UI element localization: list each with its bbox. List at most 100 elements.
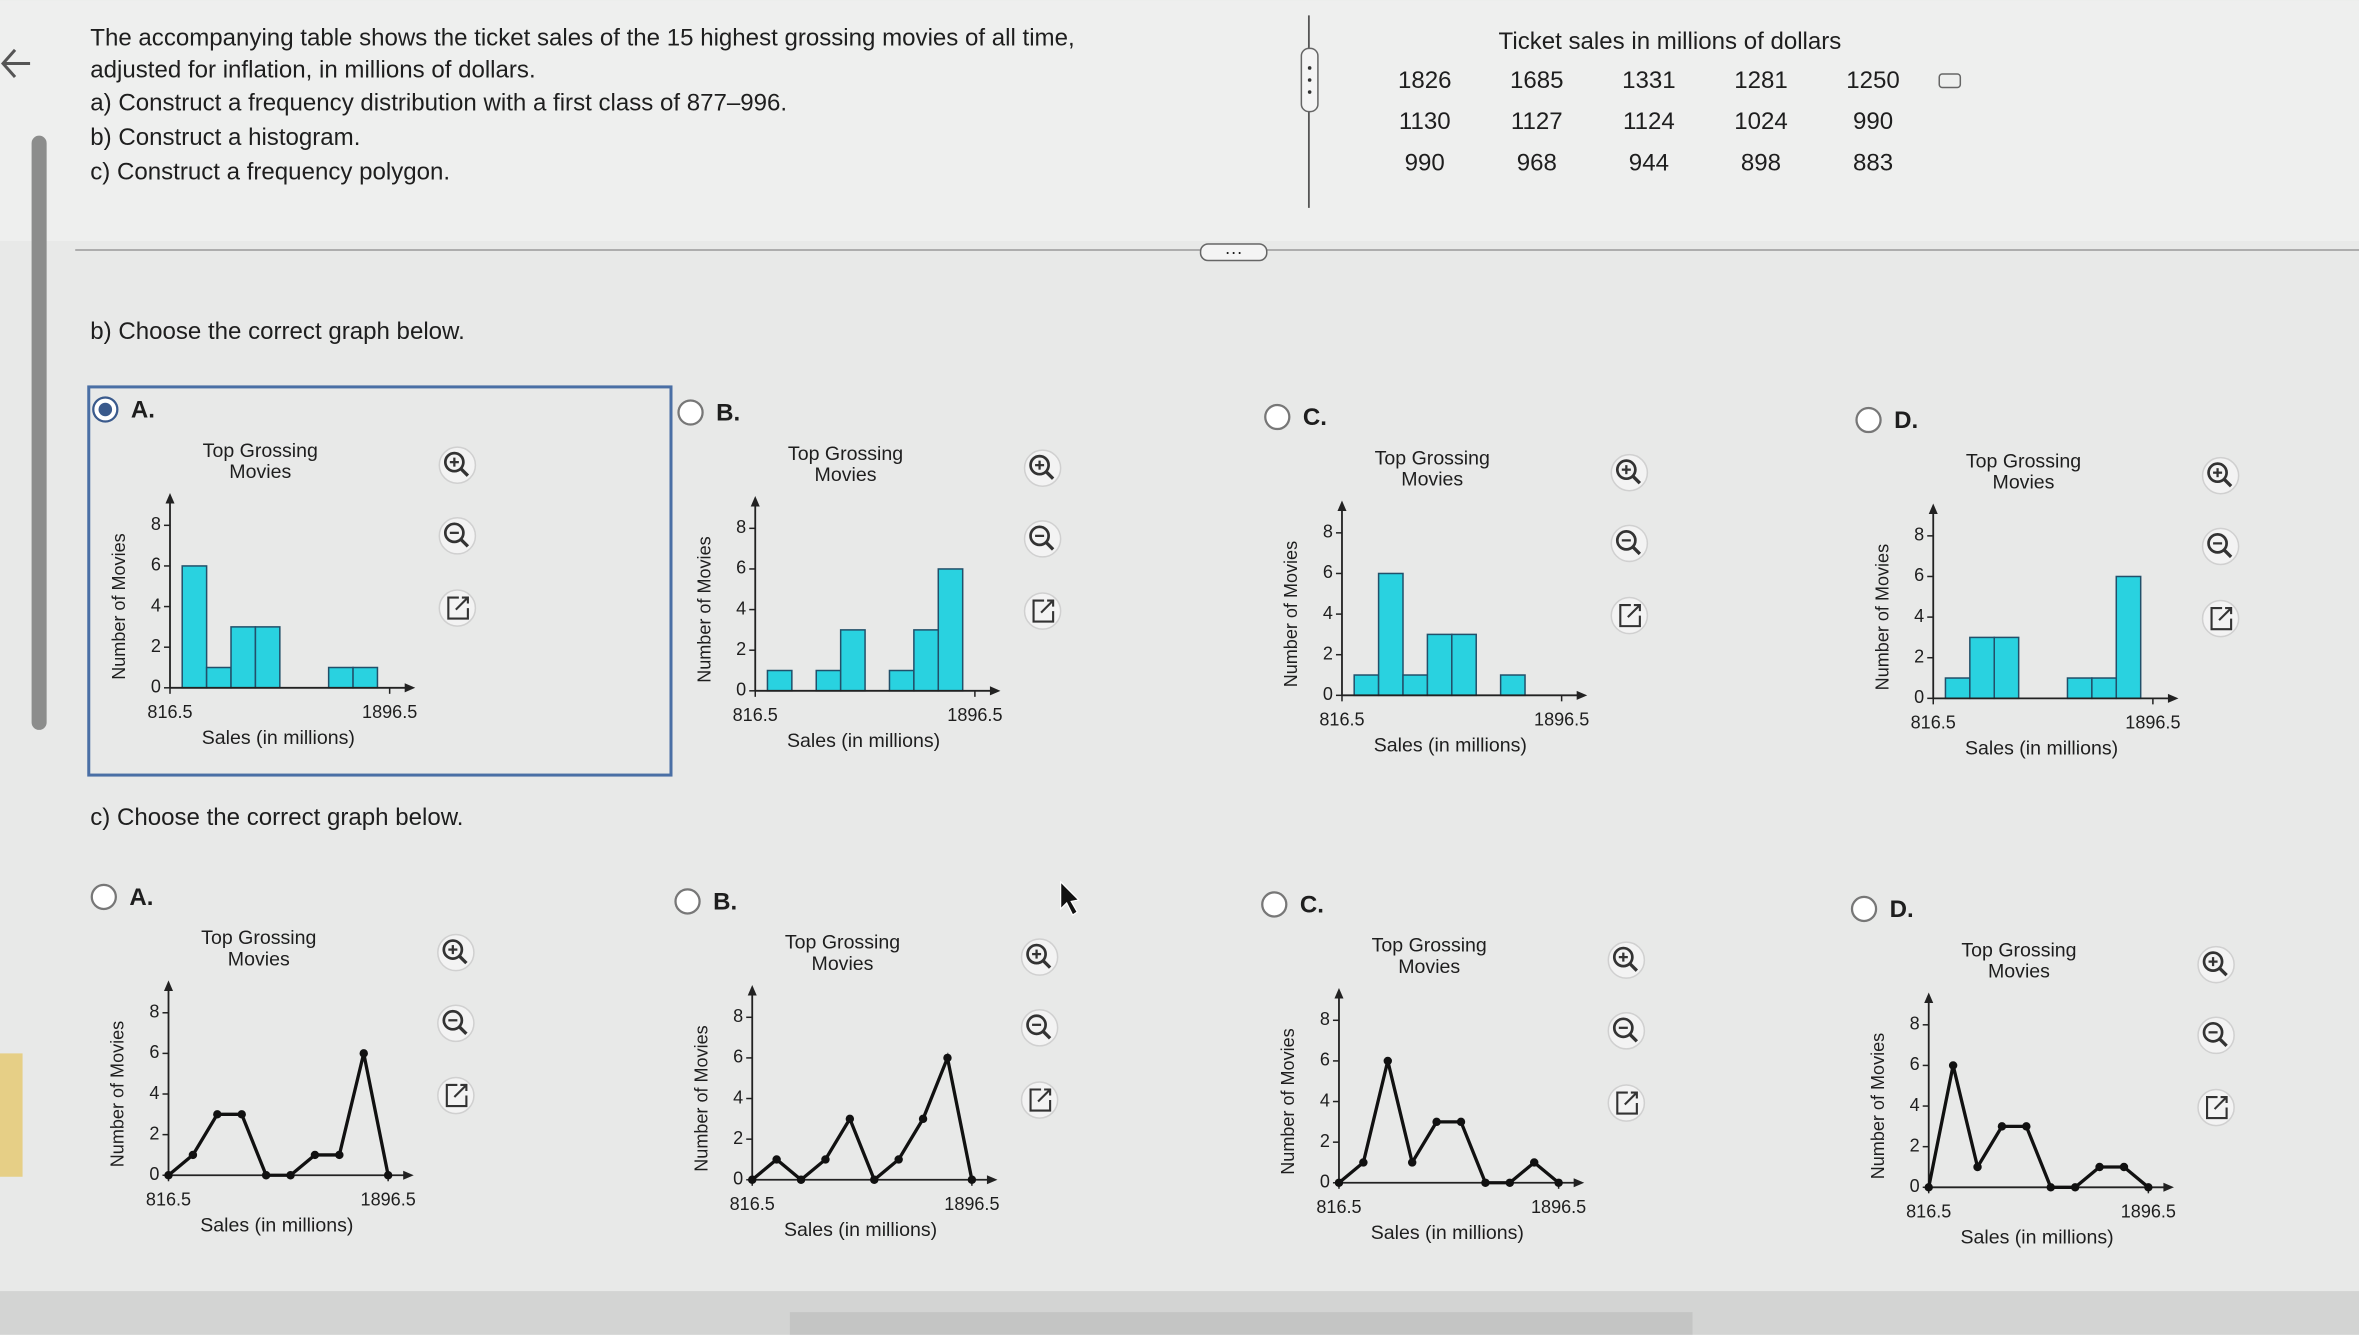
bar [815, 669, 842, 692]
y-tick-label: 4 [736, 598, 746, 618]
polygon-point [1554, 1178, 1563, 1187]
table-cell: 898 [1741, 150, 1781, 177]
x-axis-label: Sales (in millions) [1960, 1227, 2113, 1249]
y-tick-label: 6 [1320, 1050, 1330, 1070]
polygon-point [2119, 1162, 2129, 1172]
polygon-point [967, 1175, 977, 1184]
x-tick-label: 816.5 [1906, 1202, 1951, 1222]
x-axis-label: Sales (in millions) [202, 727, 355, 749]
x-arrow [989, 686, 1001, 696]
polygon-point [870, 1175, 879, 1184]
bar [1499, 674, 1526, 697]
x-arrow [404, 683, 416, 693]
bar [2066, 677, 2093, 700]
y-tick-label: 4 [1320, 1090, 1330, 1110]
mouse-cursor [1060, 880, 1080, 916]
y-axis-label: Number of Movies [108, 1021, 128, 1167]
radio-button[interactable] [90, 883, 117, 911]
y-tick-label: 8 [733, 1006, 743, 1026]
polygon-point [943, 1053, 952, 1063]
y-tick-label: 2 [736, 639, 746, 659]
zoom-handle [2223, 548, 2233, 559]
polygon-point [1407, 1158, 1417, 1167]
radio-button[interactable] [674, 888, 701, 915]
option-label: D. [1894, 407, 1918, 434]
chart-title: Movies [1988, 960, 2050, 982]
y-arrow [1924, 992, 1934, 1003]
table-caption: Ticket sales in millions of dollars [1499, 28, 1842, 55]
x-axis-label: Sales (in millions) [784, 1219, 937, 1241]
chart-title: Movies [228, 948, 290, 970]
bar [1426, 633, 1453, 697]
option-label: D. [1890, 896, 1914, 923]
copy-icon[interactable] [1938, 73, 1962, 89]
bar [913, 629, 940, 692]
radio-button[interactable] [677, 399, 704, 426]
zoom-handle [1628, 1033, 1639, 1043]
bar [1451, 633, 1477, 697]
open-icon [2205, 1095, 2228, 1120]
y-axis-label: Number of Movies [109, 533, 129, 679]
y-tick-label: 0 [151, 677, 161, 697]
zoom-lens [2202, 951, 2224, 973]
zoom-lens [1026, 943, 1047, 965]
zoom-lens [442, 939, 464, 960]
zoom-handle [2218, 1037, 2228, 1048]
y-tick-label: 2 [149, 1123, 159, 1143]
x-tick-label: 1896.5 [2125, 713, 2180, 733]
zoom-lens [1615, 529, 1637, 551]
x-tick-label: 1896.5 [2121, 1202, 2176, 1222]
radio-button[interactable] [1855, 406, 1882, 434]
y-tick-label: 2 [1914, 646, 1924, 666]
bar [205, 666, 232, 689]
polygon-point [261, 1171, 271, 1180]
back-arrow[interactable] [0, 48, 31, 78]
chart-title: Top Grossing [1966, 450, 2081, 472]
side-strip [0, 1053, 23, 1177]
polygon-point [1948, 1061, 1958, 1070]
expand-handle[interactable] [1199, 243, 1268, 262]
y-tick-label: 6 [149, 1042, 159, 1062]
y-arrow [1928, 503, 1938, 515]
polygon-point [894, 1155, 903, 1164]
polygon-point [748, 1175, 757, 1184]
table-cell: 968 [1517, 150, 1557, 177]
x-arrow [1573, 1178, 1585, 1188]
y-tick-label: 8 [1320, 1009, 1330, 1029]
polygon-point [359, 1049, 368, 1058]
polygon-line [1927, 1065, 2150, 1189]
bar [181, 565, 208, 689]
polygon-point [310, 1150, 320, 1160]
zoom-handle [2218, 967, 2228, 977]
scrollbar[interactable] [31, 135, 47, 730]
chart-title: Top Grossing [788, 443, 903, 465]
zoom-lens [1612, 1017, 1634, 1039]
radio-button[interactable] [1850, 895, 1878, 923]
polygon-point [164, 1171, 173, 1180]
chart-title: Movies [1993, 471, 2055, 493]
x-axis-label: Sales (in millions) [787, 730, 940, 752]
bar [2115, 575, 2142, 700]
x-axis-label: Sales (in millions) [1371, 1222, 1524, 1244]
polygon-point [772, 1155, 781, 1164]
radio-button[interactable] [1264, 403, 1291, 431]
radio-button[interactable] [1261, 891, 1288, 918]
chart-title: Top Grossing [1372, 935, 1487, 957]
zoom-lens [1615, 459, 1637, 481]
question-line: adjusted for inflation, in millions of d… [90, 56, 535, 83]
table-cell: 1685 [1510, 67, 1564, 94]
bar [352, 666, 379, 689]
x-tick-label: 1896.5 [947, 705, 1002, 725]
y-tick-label: 0 [733, 1169, 743, 1189]
zoom-handle [1042, 1030, 1052, 1040]
polygon-point [1359, 1158, 1368, 1167]
chart-title: Top Grossing [1961, 939, 2076, 961]
handle-dot [1307, 90, 1312, 94]
y-tick-label: 6 [733, 1047, 743, 1067]
bar [766, 669, 793, 692]
option-label: C. [1303, 404, 1327, 431]
polygon-point [2046, 1183, 2055, 1192]
table-cell: 1024 [1734, 108, 1788, 135]
polygon-point [1924, 1183, 1933, 1192]
